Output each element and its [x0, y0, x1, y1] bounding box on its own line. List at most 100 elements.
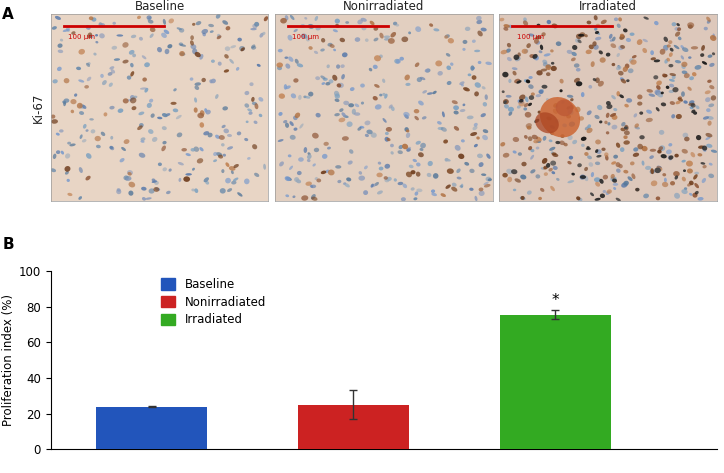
Ellipse shape	[712, 34, 715, 39]
Ellipse shape	[122, 42, 129, 48]
Ellipse shape	[364, 166, 368, 169]
Ellipse shape	[382, 118, 387, 123]
Ellipse shape	[416, 141, 421, 145]
Ellipse shape	[507, 57, 512, 61]
Ellipse shape	[210, 30, 214, 33]
Ellipse shape	[556, 42, 561, 46]
Ellipse shape	[566, 114, 571, 118]
Ellipse shape	[697, 153, 702, 157]
Ellipse shape	[702, 165, 707, 168]
Ellipse shape	[595, 140, 601, 144]
Ellipse shape	[684, 187, 687, 190]
Ellipse shape	[239, 46, 245, 51]
Y-axis label: Ki-67: Ki-67	[32, 93, 45, 123]
Ellipse shape	[350, 87, 355, 91]
Ellipse shape	[651, 57, 656, 60]
Ellipse shape	[90, 35, 93, 38]
Ellipse shape	[179, 28, 185, 33]
Ellipse shape	[541, 69, 547, 71]
Ellipse shape	[610, 174, 615, 179]
Ellipse shape	[540, 97, 580, 137]
Ellipse shape	[536, 94, 541, 97]
Ellipse shape	[108, 72, 112, 76]
Ellipse shape	[472, 40, 476, 43]
Ellipse shape	[304, 17, 307, 19]
Ellipse shape	[358, 127, 361, 131]
Ellipse shape	[132, 96, 138, 99]
Ellipse shape	[550, 125, 555, 129]
Ellipse shape	[500, 18, 505, 21]
Ellipse shape	[230, 59, 234, 64]
Ellipse shape	[538, 111, 541, 114]
Ellipse shape	[124, 139, 130, 144]
Ellipse shape	[654, 60, 660, 62]
Ellipse shape	[689, 103, 695, 106]
Ellipse shape	[293, 29, 298, 32]
Ellipse shape	[651, 180, 657, 186]
Ellipse shape	[322, 154, 327, 159]
Ellipse shape	[76, 67, 81, 70]
Ellipse shape	[177, 132, 182, 137]
Ellipse shape	[616, 168, 620, 173]
Ellipse shape	[146, 197, 151, 200]
Ellipse shape	[78, 49, 85, 54]
Ellipse shape	[675, 32, 680, 37]
Bar	[500, 315, 611, 449]
Ellipse shape	[374, 27, 378, 31]
Ellipse shape	[618, 18, 622, 21]
Ellipse shape	[656, 80, 662, 86]
Ellipse shape	[366, 130, 373, 134]
Ellipse shape	[702, 61, 707, 65]
Ellipse shape	[576, 68, 581, 71]
Ellipse shape	[371, 132, 376, 138]
Ellipse shape	[665, 45, 668, 48]
Ellipse shape	[364, 121, 371, 125]
Ellipse shape	[542, 60, 547, 64]
Ellipse shape	[500, 142, 505, 147]
Ellipse shape	[623, 28, 628, 33]
Ellipse shape	[277, 62, 283, 68]
Ellipse shape	[374, 38, 379, 41]
Ellipse shape	[355, 37, 361, 42]
Ellipse shape	[670, 181, 675, 185]
Ellipse shape	[203, 177, 209, 182]
Ellipse shape	[101, 131, 105, 136]
Ellipse shape	[517, 105, 521, 109]
Ellipse shape	[670, 73, 676, 76]
Ellipse shape	[711, 95, 716, 101]
Ellipse shape	[555, 99, 573, 116]
Ellipse shape	[639, 135, 645, 140]
Ellipse shape	[222, 20, 228, 25]
Ellipse shape	[560, 134, 565, 138]
Ellipse shape	[213, 159, 217, 162]
Ellipse shape	[343, 101, 349, 105]
Ellipse shape	[550, 131, 555, 135]
Ellipse shape	[301, 34, 308, 39]
Ellipse shape	[195, 86, 199, 90]
Ellipse shape	[519, 95, 526, 100]
Ellipse shape	[675, 114, 682, 119]
Ellipse shape	[79, 111, 84, 115]
Ellipse shape	[513, 71, 516, 76]
Ellipse shape	[384, 178, 390, 182]
Ellipse shape	[673, 171, 680, 176]
Ellipse shape	[249, 82, 253, 86]
Ellipse shape	[307, 154, 311, 159]
Ellipse shape	[508, 25, 513, 28]
Ellipse shape	[321, 82, 325, 85]
Ellipse shape	[586, 21, 592, 24]
Ellipse shape	[508, 177, 512, 182]
Ellipse shape	[511, 169, 518, 174]
Ellipse shape	[169, 168, 172, 172]
Ellipse shape	[98, 22, 103, 27]
Ellipse shape	[109, 83, 113, 87]
Ellipse shape	[531, 135, 538, 140]
Ellipse shape	[599, 193, 605, 198]
Ellipse shape	[111, 46, 117, 50]
Ellipse shape	[337, 83, 341, 88]
Ellipse shape	[534, 140, 539, 143]
Ellipse shape	[394, 178, 397, 182]
Ellipse shape	[121, 147, 126, 151]
Ellipse shape	[681, 64, 686, 69]
Ellipse shape	[576, 196, 581, 200]
